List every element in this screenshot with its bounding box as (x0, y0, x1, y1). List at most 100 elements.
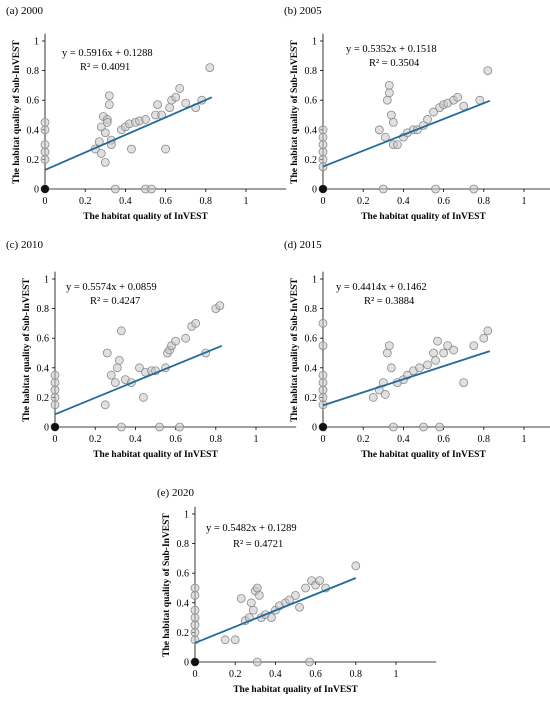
data-point (459, 378, 469, 388)
data-point (106, 370, 116, 380)
y-tick-label: 0.4 (177, 598, 190, 609)
data-point (171, 92, 181, 102)
data-point (110, 184, 120, 194)
data-point (141, 115, 150, 124)
y-tick-label: 0 (184, 658, 189, 669)
data-point (380, 390, 390, 399)
data-point (305, 657, 314, 667)
y-tick-label: 0.8 (177, 539, 190, 550)
data-point (318, 392, 328, 402)
data-point (382, 95, 392, 105)
data-point (100, 128, 110, 138)
data-point (433, 336, 442, 346)
trendline (322, 99, 491, 168)
data-point (190, 605, 200, 615)
y-axis-title: The habitat quality of Sub-InVEST (290, 40, 300, 184)
chart-panel-3: (c) 2010 0 0.2 0.4 0.6 0.8 1 0 0.2 0.4 0.6 0.8 1 The … (6, 239, 297, 460)
y-tick-label: 0.4 (27, 125, 40, 136)
y-tick-label: 0.4 (305, 363, 318, 374)
x-tick-label: 0.2 (357, 196, 370, 207)
x-tick-label: 0.2 (357, 434, 370, 445)
y-axis-title: The habitat quality of Sub-InVEST (290, 278, 300, 422)
y-tick-label: 0.2 (305, 155, 318, 166)
data-point (50, 385, 60, 395)
chart-panel-4: (d) 2015 0 0.2 0.4 0.6 0.8 1 0 0.2 0.4 0.6 0.8 1 The … (284, 239, 550, 460)
data-point (40, 125, 50, 135)
data-point (50, 370, 60, 380)
r-squared-label: R² = 0.3884 (364, 296, 415, 307)
data-point (155, 422, 164, 432)
y-tick-label: 0.8 (305, 66, 318, 77)
trendline (194, 577, 357, 644)
data-point (483, 326, 493, 336)
data-point (96, 122, 106, 132)
y-tick-label: 1 (44, 275, 49, 286)
r-squared-label: R² = 0.4091 (80, 62, 130, 73)
y-tick-label: 0 (312, 423, 317, 434)
data-point (127, 144, 136, 154)
x-tick-label: 0.4 (129, 434, 142, 445)
trendline (322, 350, 491, 407)
data-point (116, 326, 126, 336)
data-point (171, 336, 181, 346)
data-point (165, 103, 175, 112)
y-tick-label: 0 (44, 423, 49, 434)
x-axis-title: The habitat quality of InVEST (361, 450, 486, 460)
origin-point (41, 185, 49, 193)
data-point (384, 88, 394, 98)
x-tick-label: 0.2 (89, 434, 102, 445)
data-point (483, 66, 493, 75)
x-tick-label: 0.6 (159, 196, 172, 207)
x-tick-label: 0 (43, 196, 48, 207)
data-point (431, 184, 440, 194)
data-point (439, 348, 449, 358)
data-point (423, 360, 432, 370)
chart-panel-2: (b) 2005 0 0.2 0.4 0.6 0.8 1 0 0.2 0.4 0.6 0.8 1 The … (284, 5, 550, 222)
r-squared-label: R² = 0.4247 (90, 296, 140, 307)
y-tick-label: 0.6 (37, 334, 50, 345)
origin-point (319, 185, 327, 193)
data-point (318, 125, 328, 135)
data-point (388, 422, 398, 432)
data-point (318, 154, 328, 164)
data-point (254, 591, 264, 600)
data-point (301, 583, 310, 593)
data-point (50, 378, 60, 388)
data-point (40, 140, 50, 150)
data-point (100, 400, 110, 410)
panel-title: (c) 2010 (6, 239, 43, 251)
y-tick-label: 0.8 (305, 304, 318, 315)
x-tick-label: 0.8 (478, 434, 491, 445)
data-point (469, 341, 479, 351)
regression-equation: y = 0.5352x + 0.1518 (346, 44, 437, 55)
x-tick-label: 0.6 (309, 669, 322, 680)
data-point (449, 345, 459, 355)
data-point (190, 613, 200, 622)
x-tick-label: 0.6 (437, 196, 450, 207)
data-point (175, 83, 185, 93)
trendline (44, 96, 213, 171)
data-point (236, 593, 246, 603)
data-point (50, 400, 60, 410)
data-point (246, 598, 256, 608)
r-squared-label: R² = 0.3504 (369, 58, 420, 69)
x-tick-label: 1 (522, 196, 527, 207)
y-tick-label: 0.6 (177, 569, 190, 580)
data-point (96, 149, 106, 158)
data-point (368, 392, 378, 402)
x-tick-label: 0 (193, 669, 198, 680)
data-point (100, 157, 110, 167)
data-point (429, 107, 438, 117)
y-tick-label: 0.8 (27, 66, 40, 77)
x-tick-label: 0.6 (169, 434, 182, 445)
y-tick-label: 1 (312, 37, 317, 48)
y-tick-label: 1 (184, 510, 189, 521)
data-point (415, 363, 424, 373)
data-point (190, 591, 200, 600)
x-tick-label: 0.4 (397, 434, 410, 445)
data-point (161, 144, 171, 154)
data-point (190, 620, 200, 630)
data-point (139, 392, 148, 402)
data-point (248, 605, 258, 615)
